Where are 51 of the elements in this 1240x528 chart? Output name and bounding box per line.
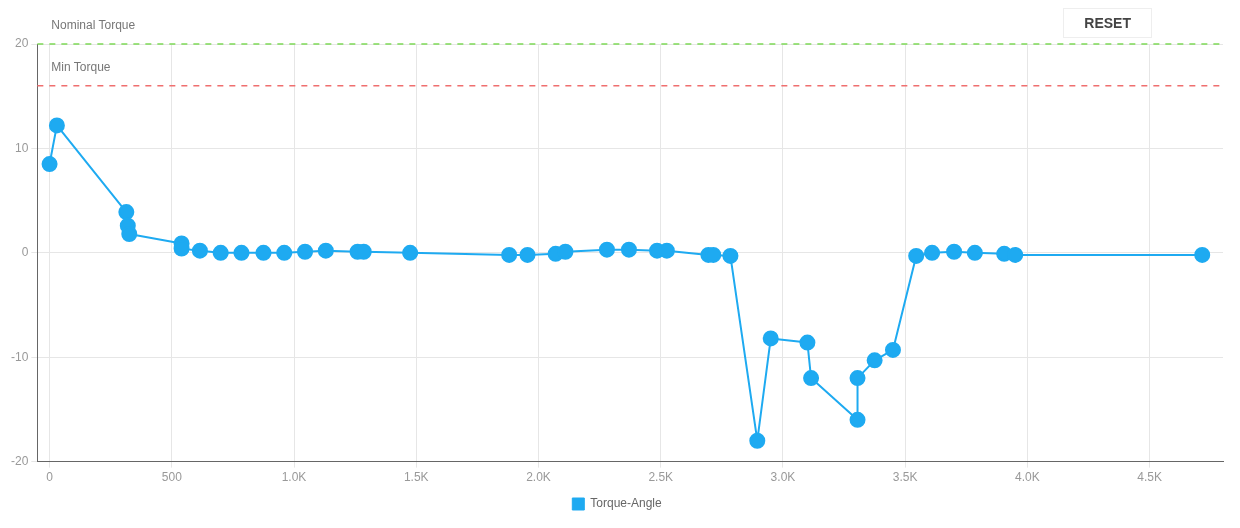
point — [884, 341, 901, 358]
x-tick-label: 0 — [46, 470, 54, 485]
text: RESET — [1063, 8, 1152, 38]
point — [118, 204, 135, 221]
point — [212, 244, 229, 261]
point — [41, 156, 58, 173]
point — [849, 370, 866, 387]
x-tick-label: 500 — [161, 470, 183, 485]
point — [121, 226, 138, 243]
x-tick-label: 1.0K — [281, 470, 307, 485]
legend-label: Torque-Angle — [590, 496, 663, 511]
x-tick-label: 2.0K — [526, 470, 551, 485]
point — [799, 334, 816, 351]
y-tick-label: 0 — [21, 245, 29, 260]
ref-line-label: Min Torque — [51, 60, 111, 75]
x-tick-label: 4.0K — [1015, 470, 1040, 485]
point — [317, 242, 334, 259]
point — [598, 241, 615, 258]
point — [762, 330, 779, 347]
point — [722, 247, 739, 264]
point — [233, 244, 250, 261]
point — [276, 244, 293, 261]
y-tick-label: 10 — [14, 140, 29, 155]
point — [946, 243, 963, 260]
point — [908, 247, 925, 264]
point — [620, 241, 637, 258]
point — [866, 352, 883, 369]
point — [803, 370, 820, 387]
ref-line-label: Nominal Torque — [51, 18, 136, 33]
x-tick-label: 1.5K — [403, 470, 429, 485]
point — [557, 243, 574, 260]
point — [501, 246, 518, 263]
x-tick-label: 4.5K — [1137, 470, 1162, 485]
x-tick-label: 3.0K — [770, 470, 796, 485]
y-tick-label: 20 — [14, 36, 29, 51]
point — [1194, 246, 1211, 263]
point — [402, 244, 419, 261]
point — [519, 246, 536, 263]
point — [191, 242, 208, 259]
y-tick-label: -20 — [11, 453, 29, 468]
point — [1007, 246, 1024, 263]
point — [48, 117, 65, 134]
point — [749, 432, 766, 449]
point — [924, 244, 941, 261]
point — [255, 244, 272, 261]
x-tick-label: 2.5K — [648, 470, 674, 485]
y-tick-label: -10 — [11, 349, 29, 364]
point — [966, 244, 983, 261]
point — [297, 243, 314, 260]
x-tick-label: 3.5K — [892, 470, 918, 485]
point — [849, 411, 866, 428]
